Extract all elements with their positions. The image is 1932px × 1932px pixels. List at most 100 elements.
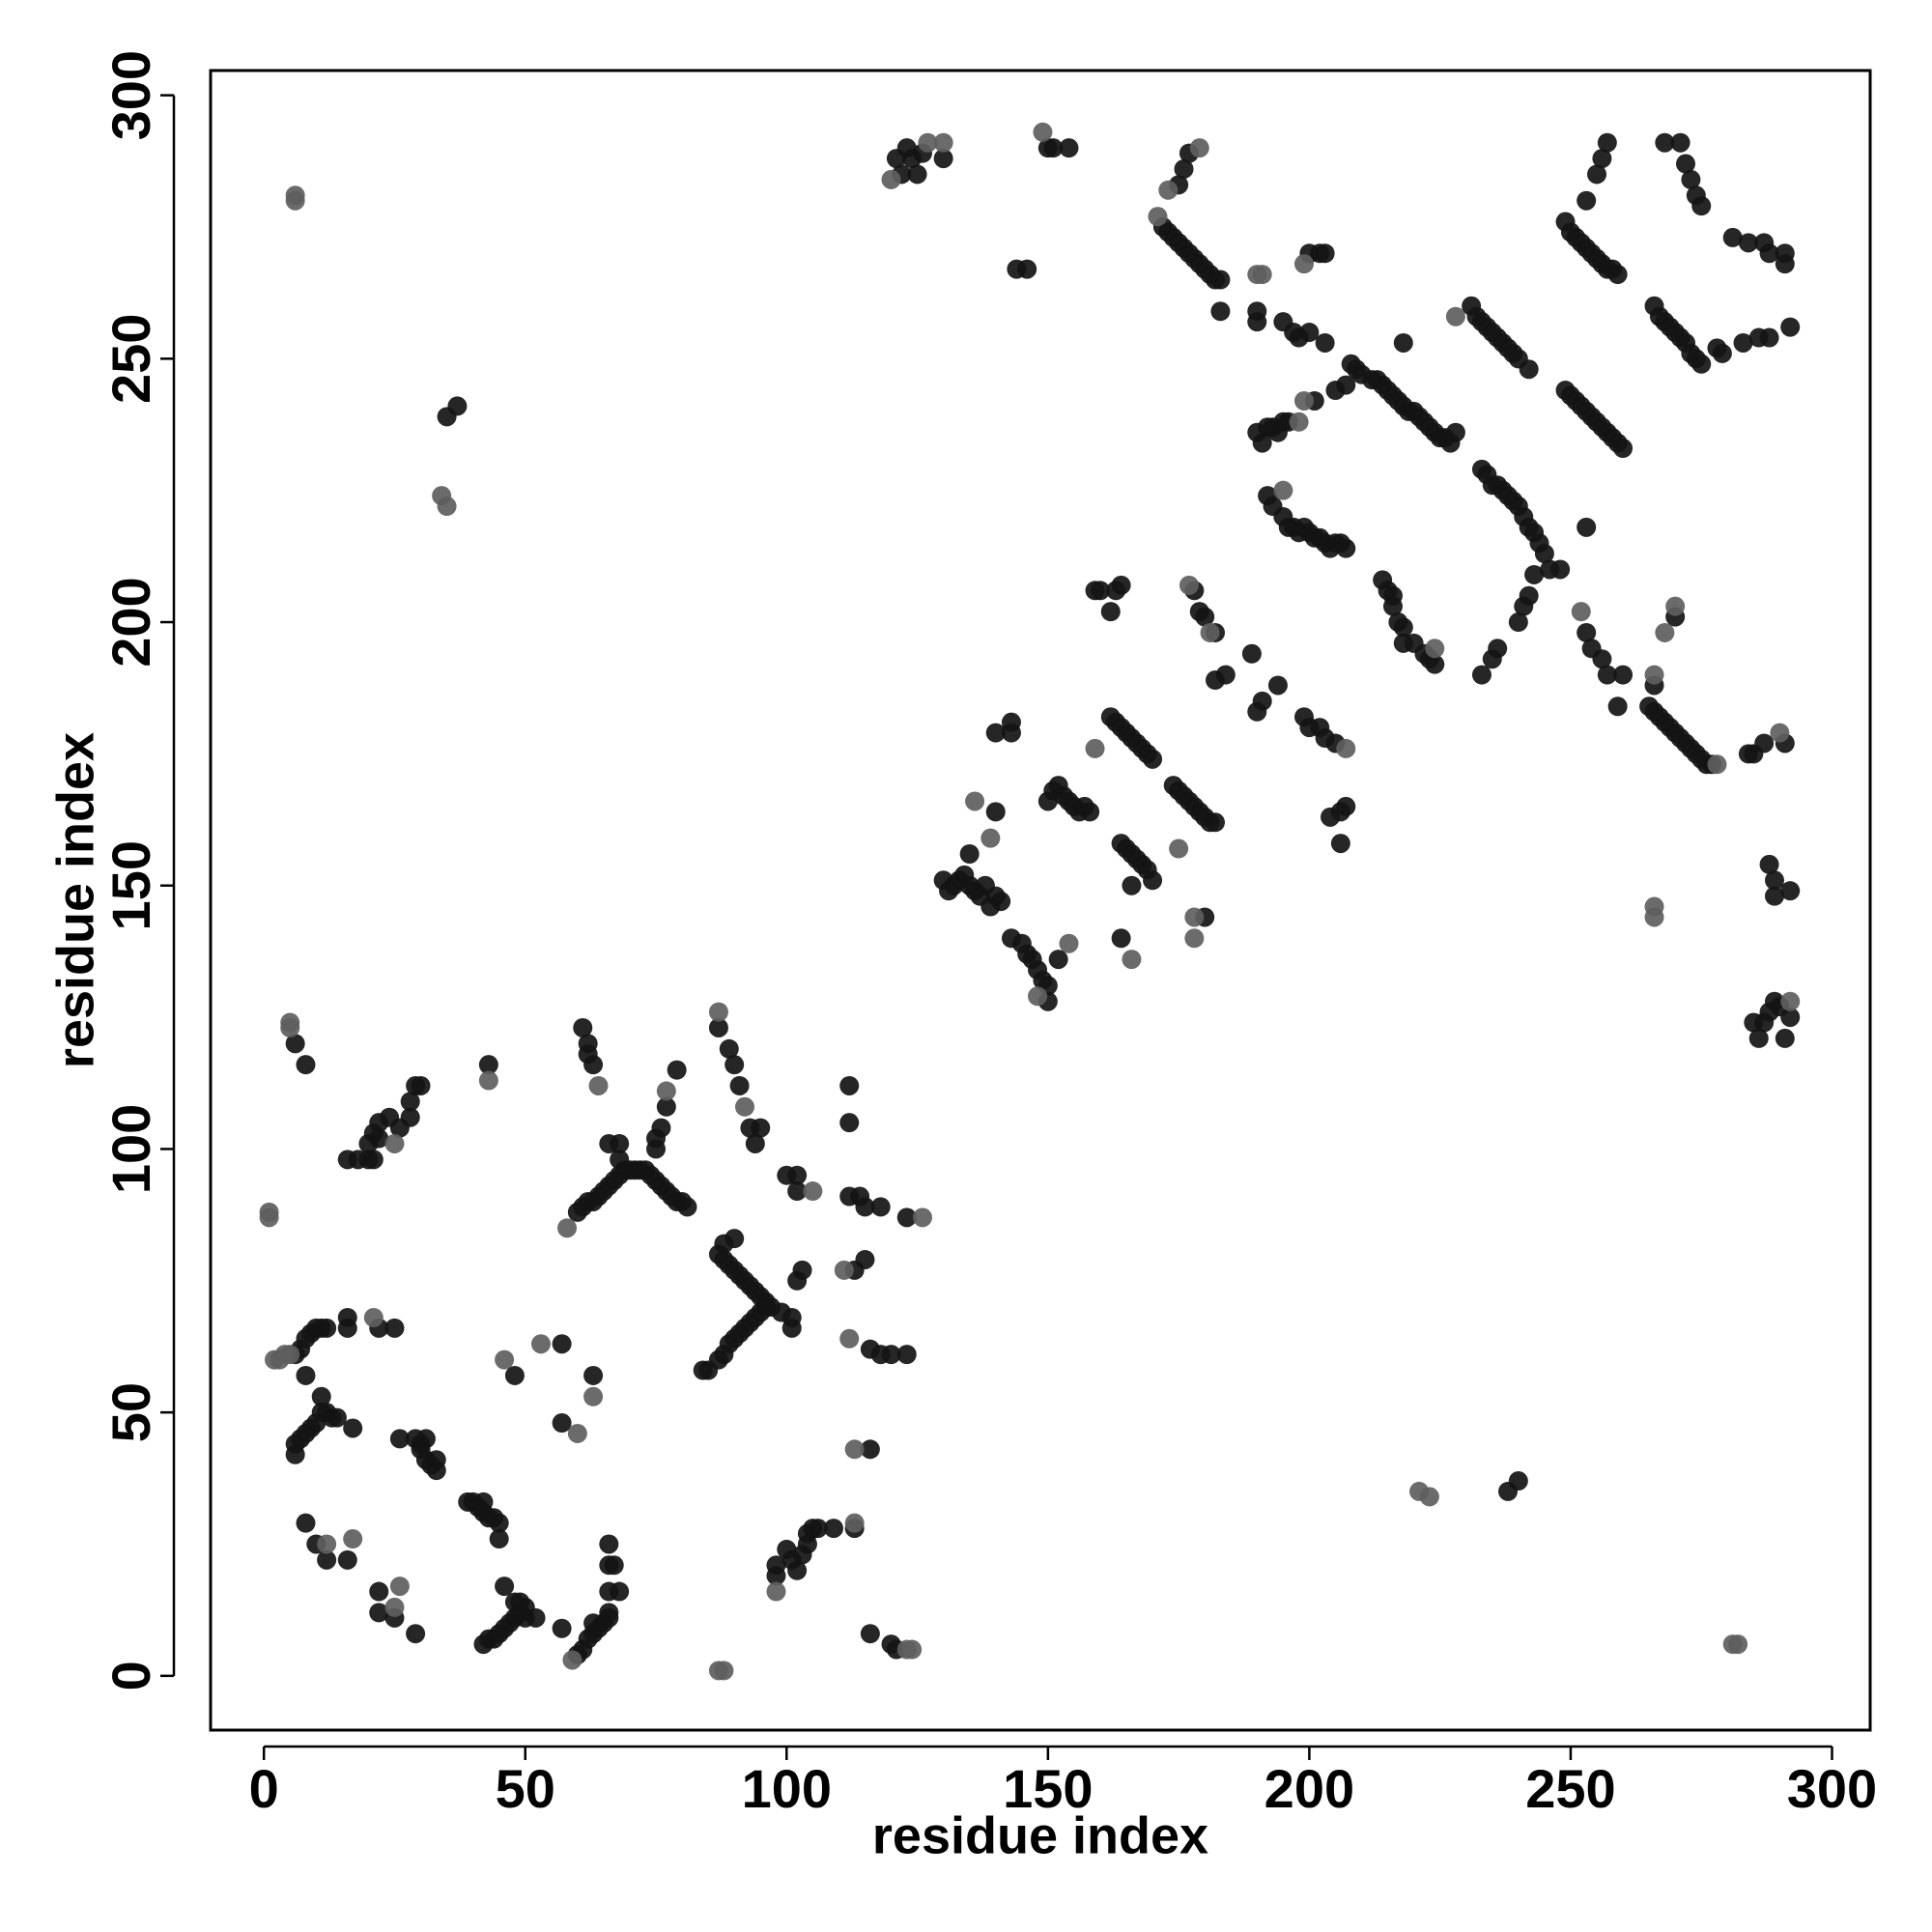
point (1780, 1008, 1801, 1028)
point (1299, 323, 1320, 343)
point (1577, 190, 1597, 211)
point (1759, 327, 1779, 348)
point (515, 1597, 535, 1617)
point (1775, 254, 1795, 274)
point (708, 1002, 728, 1022)
point (839, 1075, 860, 1095)
point (1336, 738, 1356, 758)
point (1759, 854, 1779, 874)
point (317, 1318, 337, 1338)
point (787, 1560, 808, 1580)
x-tick-label: 250 (1525, 1758, 1615, 1819)
y-tick-label: 250 (100, 314, 161, 404)
point (583, 1613, 604, 1634)
point (369, 1603, 389, 1623)
point (1293, 390, 1314, 411)
point (384, 1318, 405, 1338)
point (1488, 639, 1508, 659)
point (808, 1519, 828, 1539)
point (1122, 875, 1142, 895)
point (317, 1549, 337, 1570)
point (1189, 138, 1209, 158)
point (656, 1081, 676, 1101)
point (1597, 665, 1617, 685)
point (719, 1038, 739, 1059)
point (834, 1260, 854, 1280)
y-tick-label: 100 (100, 1104, 161, 1194)
point (337, 1549, 357, 1570)
point (735, 1096, 755, 1117)
plot-frame (209, 69, 1872, 1732)
point (384, 1133, 405, 1153)
point (1733, 332, 1753, 353)
x-tick-label: 0 (249, 1758, 279, 1819)
point (363, 1150, 384, 1170)
point (567, 1423, 587, 1443)
point (1770, 723, 1790, 743)
point (296, 1365, 316, 1385)
point (1508, 612, 1528, 633)
point (583, 1365, 604, 1385)
point (1111, 928, 1131, 949)
point (1571, 602, 1591, 622)
point (881, 169, 901, 189)
y-tick-label: 300 (100, 50, 161, 140)
point (296, 1513, 316, 1533)
point (1722, 227, 1743, 247)
point (1330, 834, 1350, 854)
point (604, 1555, 624, 1576)
point (552, 1618, 572, 1638)
point (1252, 265, 1272, 285)
point (588, 1075, 609, 1095)
point (1382, 596, 1403, 616)
point (389, 1429, 410, 1449)
point (1393, 617, 1413, 638)
point (844, 1513, 865, 1533)
point (933, 149, 953, 169)
point (369, 1581, 389, 1602)
point (311, 1386, 331, 1406)
point (918, 132, 938, 153)
point (1059, 138, 1079, 158)
x-axis-title: residue index (872, 1806, 1208, 1864)
point (530, 1334, 551, 1354)
point (1252, 433, 1272, 453)
point (1445, 306, 1465, 327)
point (839, 1113, 860, 1133)
point (823, 1519, 843, 1539)
point (1675, 154, 1695, 174)
point (1205, 812, 1225, 833)
point (1111, 575, 1131, 595)
point (552, 1413, 572, 1434)
y-tick-label: 150 (100, 840, 161, 930)
point (599, 1603, 619, 1623)
point (1200, 622, 1220, 642)
point (985, 802, 1006, 822)
point (1289, 412, 1309, 432)
point (912, 1208, 932, 1228)
point (478, 1055, 498, 1075)
point (406, 1624, 426, 1644)
point (787, 1270, 808, 1291)
point (881, 1345, 901, 1365)
point (1215, 665, 1236, 685)
point (343, 1529, 363, 1549)
point (599, 1534, 619, 1554)
point (552, 1334, 572, 1354)
point (714, 1661, 734, 1681)
point (651, 1118, 671, 1138)
point (610, 1133, 630, 1153)
point (844, 1439, 865, 1460)
point (1158, 180, 1179, 200)
point (1247, 312, 1267, 332)
point (1017, 259, 1037, 279)
y-tick-label: 50 (100, 1382, 161, 1442)
point (610, 1150, 630, 1170)
point (1613, 439, 1634, 459)
point (907, 164, 927, 185)
point (504, 1365, 525, 1385)
point (1148, 207, 1168, 227)
point (599, 1581, 619, 1602)
point (896, 1345, 917, 1365)
point (751, 1118, 771, 1138)
